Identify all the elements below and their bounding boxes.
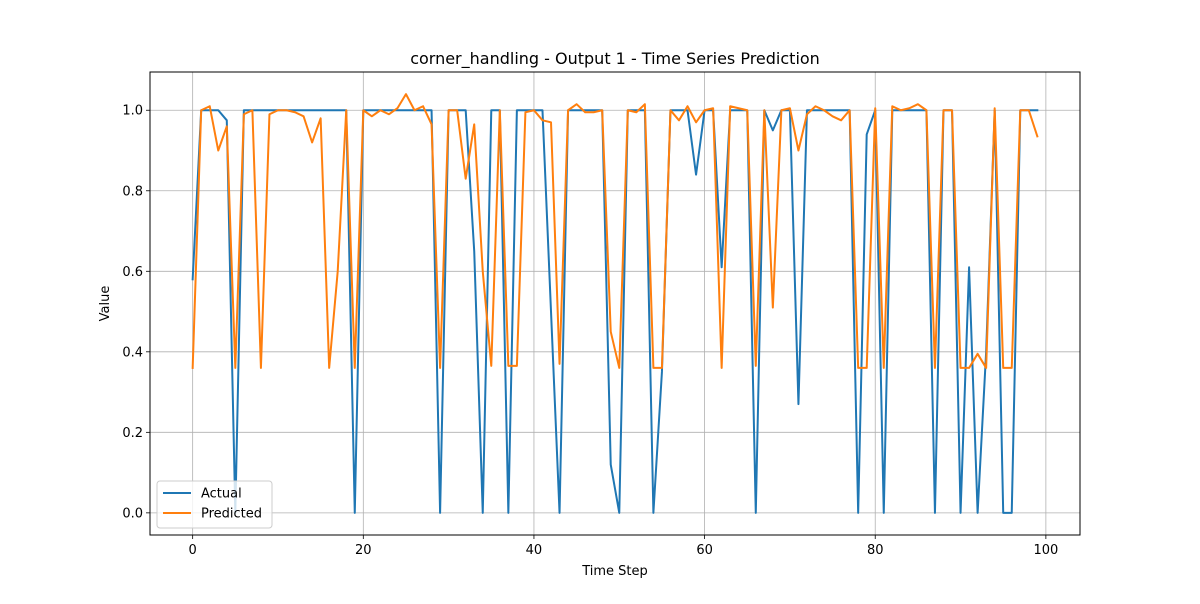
y-tick-label: 0.0 [122, 506, 143, 521]
x-tick-label: 0 [189, 543, 197, 558]
legend-label-predicted: Predicted [201, 507, 262, 522]
y-tick-label: 1.0 [122, 104, 143, 119]
x-axis-ticks: 0 20 40 60 80 100 [189, 535, 1058, 558]
series-line-predicted [191, 93, 1039, 369]
y-tick-label: 0.8 [122, 184, 143, 199]
x-tick-label: 60 [696, 543, 713, 558]
plot-frame [149, 71, 1081, 536]
y-tick-label: 0.6 [122, 265, 143, 280]
series-line-actual [191, 109, 1039, 514]
chart-title: corner_handling - Output 1 - Time Series… [410, 49, 820, 69]
y-tick-label: 0.4 [122, 345, 143, 360]
plot-area-series [191, 93, 1039, 514]
x-tick-label: 40 [526, 543, 543, 558]
grid [150, 72, 1080, 535]
legend: Actual Predicted [156, 480, 273, 529]
x-tick-label: 100 [1033, 543, 1058, 558]
x-tick-label: 20 [355, 543, 372, 558]
y-axis-label: Value [98, 286, 113, 322]
y-axis-ticks: 0.0 0.2 0.4 0.6 0.8 1.0 [122, 104, 150, 521]
legend-label-actual: Actual [201, 487, 242, 502]
x-tick-label: 80 [867, 543, 884, 558]
y-tick-label: 0.2 [122, 426, 143, 441]
x-axis-label: Time Step [581, 564, 648, 579]
